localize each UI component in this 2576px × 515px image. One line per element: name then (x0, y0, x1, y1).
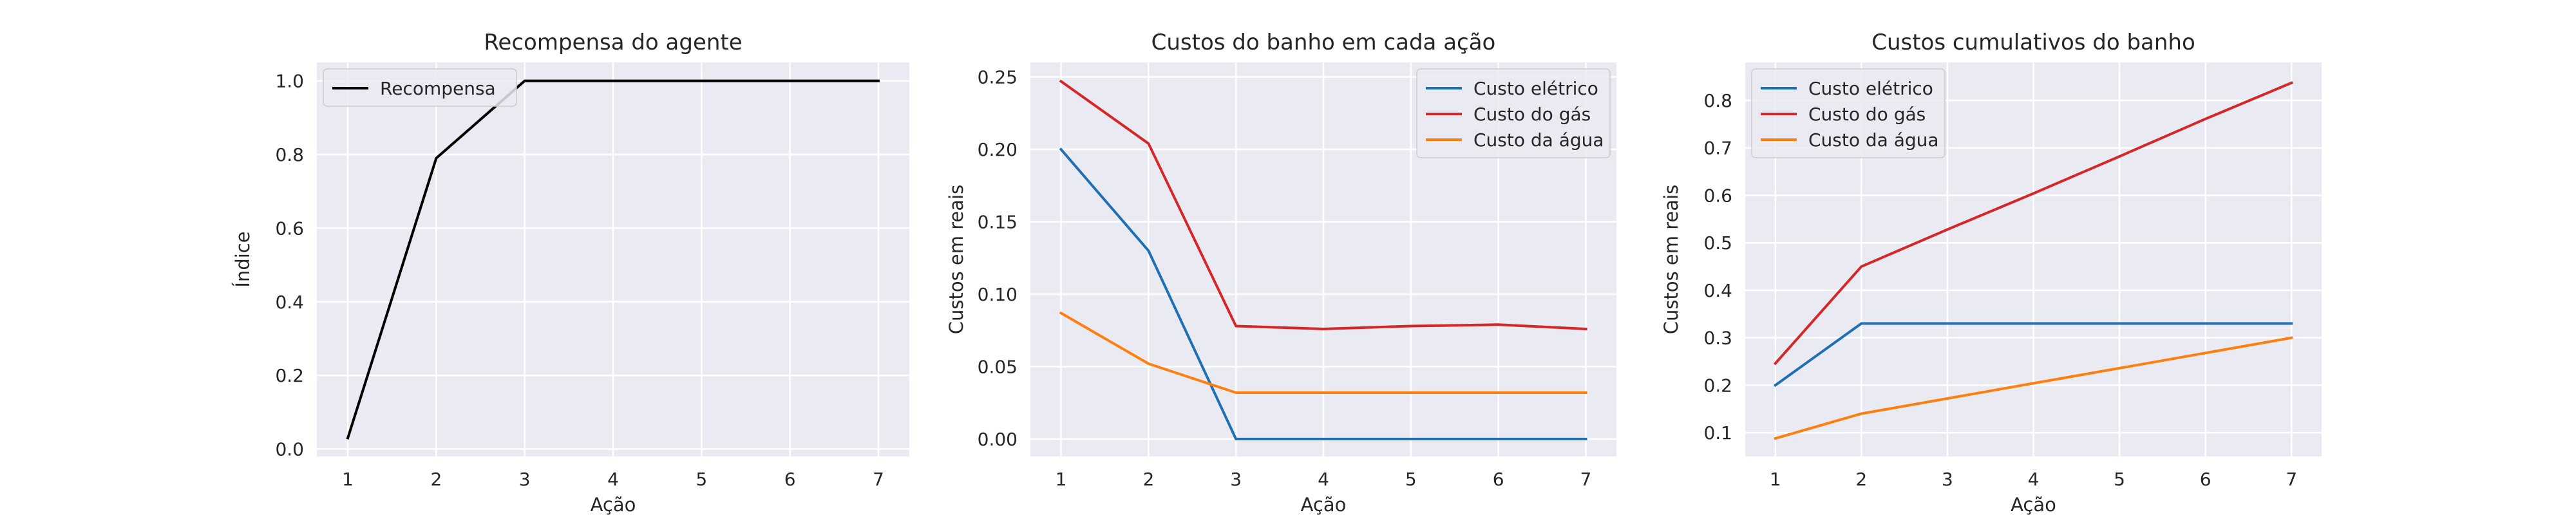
x-axis-label: Ação (1301, 494, 1347, 515)
x-tick-label: 5 (2114, 469, 2125, 490)
y-tick-label: 0.2 (1703, 375, 1732, 396)
legend-label: Custo elétrico (1473, 78, 1598, 99)
y-tick-label: 0.15 (978, 212, 1018, 233)
x-tick-label: 6 (2200, 469, 2211, 490)
series-line-3 (1774, 336, 2293, 440)
y-tick-label: 0.00 (978, 429, 1018, 450)
x-tick-label: 4 (1318, 469, 1329, 490)
x-tick-label: 1 (1770, 469, 1781, 490)
y-tick-label: 0.8 (275, 144, 304, 165)
chart-title: Custos cumulativos do banho (1871, 30, 2195, 55)
x-tick-label: 2 (430, 469, 442, 490)
x-tick-label: 1 (342, 469, 354, 490)
y-tick-label: 0.10 (978, 284, 1018, 305)
chart-title: Recompensa do agente (484, 30, 742, 55)
y-tick-label: 0.8 (1703, 90, 1732, 111)
x-tick-label: 1 (1056, 469, 1067, 490)
legend: Recompensa (323, 68, 517, 107)
legend-label: Custo da água (1808, 129, 1939, 151)
legend-label: Custo da água (1473, 129, 1604, 151)
legend-box (323, 68, 517, 107)
series-line-1 (1774, 322, 2293, 388)
y-tick-label: 0.4 (1703, 280, 1732, 301)
y-axis-label: Índice (232, 231, 254, 287)
y-tick-label: 0.0 (275, 439, 304, 460)
series-line-1 (346, 79, 880, 440)
y-tick-label: 0.2 (275, 365, 304, 386)
legend: Custo elétrico Custo do gás Custo da água (1751, 68, 1946, 158)
chart-2: 1 2 3 4 5 6 7 0.00 0.05 0.10 0.15 0.20 0.25 Custos do… (945, 30, 1616, 515)
legend-label: Recompensa (380, 78, 496, 99)
y-tick-label: 0.1 (1703, 422, 1732, 444)
x-tick-label: 6 (1493, 469, 1504, 490)
y-tick-label: 0.4 (275, 292, 304, 313)
series-line-1 (1059, 147, 1587, 440)
x-tick-label: 7 (2286, 469, 2297, 490)
y-tick-label: 0.6 (275, 218, 304, 239)
legend-label: Custo do gás (1473, 104, 1591, 125)
y-tick-label: 0.5 (1703, 232, 1732, 254)
x-tick-label: 5 (696, 469, 707, 490)
series-line-2 (1773, 81, 2293, 366)
x-tick-label: 2 (1142, 469, 1154, 490)
x-axis-label: Ação (2011, 494, 2056, 515)
legend-label: Custo elétrico (1808, 78, 1933, 99)
y-axis-label: Custos em reais (945, 185, 967, 335)
y-tick-label: 0.7 (1703, 138, 1732, 159)
x-axis-label: Ação (591, 494, 636, 515)
x-tick-label: 4 (2028, 469, 2040, 490)
x-tick-label: 4 (607, 469, 619, 490)
chart-3: 1 2 3 4 5 6 7 0.1 0.2 0.3 0.4 0.5 0.6 0.7 0.8 Custos cu… (1660, 30, 2322, 515)
y-tick-label: 0.3 (1703, 328, 1732, 349)
y-tick-label: 0.20 (978, 139, 1018, 160)
x-tick-label: 6 (784, 469, 796, 490)
x-tick-label: 2 (1855, 469, 1867, 490)
legend-box (1751, 68, 1946, 158)
x-tick-label: 7 (1580, 469, 1592, 490)
legend-box (1416, 68, 1611, 158)
x-tick-label: 5 (1405, 469, 1417, 490)
series-line-2 (1059, 79, 1587, 331)
y-axis-label: Custos em reais (1660, 185, 1682, 335)
y-tick-label: 1.0 (275, 71, 304, 92)
y-tick-label: 0.25 (978, 67, 1018, 88)
x-tick-label: 3 (519, 469, 531, 490)
chart-title: Custos do banho em cada ação (1151, 30, 1496, 55)
y-tick-label: 0.05 (978, 357, 1018, 378)
legend: Custo elétrico Custo do gás Custo da água (1416, 68, 1611, 158)
x-tick-label: 3 (1942, 469, 1953, 490)
series-line-3 (1059, 311, 1587, 394)
x-tick-label: 3 (1230, 469, 1242, 490)
chart-1: 1 2 3 4 5 6 7 0.0 0.2 0.4 0.6 0.8 1.0 Recompensa do a… (232, 30, 909, 515)
x-tick-label: 7 (873, 469, 884, 490)
legend-label: Custo do gás (1808, 104, 1926, 125)
y-tick-label: 0.6 (1703, 185, 1732, 206)
